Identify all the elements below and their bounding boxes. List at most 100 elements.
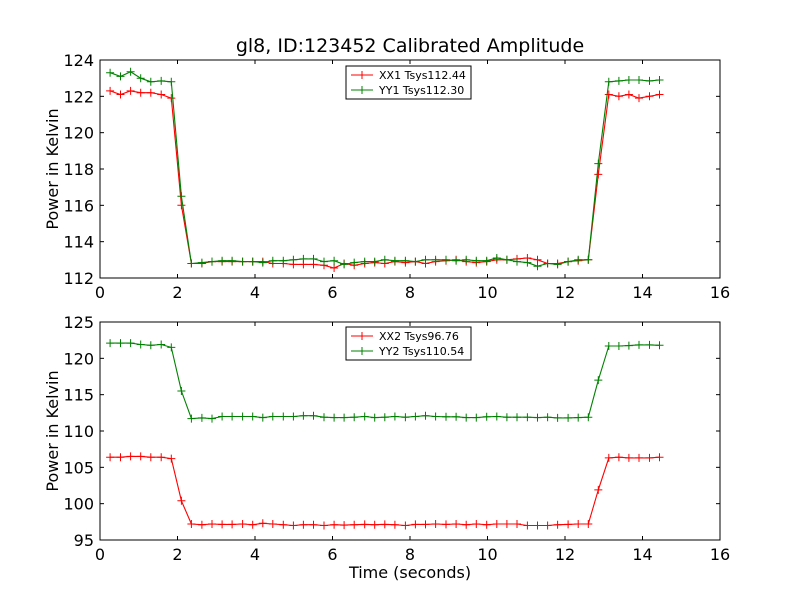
bottom-series-1-point [289, 521, 298, 530]
bottom-series-2-point [248, 412, 257, 421]
top-series-2-point [136, 74, 145, 83]
top-series-1-point [614, 92, 623, 101]
top-x-tick-label: 8 [405, 283, 415, 302]
bottom-legend-label-1: XX2 Tsys96.76 [379, 330, 459, 343]
bottom-series-1-point [157, 453, 166, 462]
top-series-2-point [309, 254, 318, 263]
top-series-2-point [574, 255, 583, 264]
bottom-x-tick-label: 14 [632, 545, 652, 564]
bottom-series-2-point [187, 414, 196, 423]
bottom-series-2-point [299, 411, 308, 420]
bottom-series-2-point [320, 413, 328, 422]
bottom-series-1-point [411, 520, 420, 529]
top-series-2-point [584, 255, 593, 264]
bottom-series-1-point [208, 520, 216, 528]
top-series-2-point [380, 255, 389, 264]
top-series-1-point [126, 86, 135, 95]
bottom-series-1-point [533, 521, 542, 530]
top-legend-label-2: YY1 Tsys112.30 [378, 84, 464, 97]
top-chart-title: gl8, ID:123452 Calibrated Amplitude [236, 35, 584, 57]
top-series-2-point [208, 257, 216, 266]
bottom-series-1-point [136, 452, 145, 461]
top-series-2-point [268, 256, 277, 265]
bottom-series-2-point [513, 413, 521, 422]
top-series-2-point [177, 192, 186, 201]
top-series-2-point [390, 256, 399, 265]
bottom-series-2-point [309, 411, 318, 420]
bottom-y-tick-label: 115 [63, 386, 94, 405]
bottom-series-1-point [187, 520, 196, 528]
top-x-tick-label: 16 [710, 283, 730, 302]
top-series-2-point [645, 76, 654, 85]
top-series-1-point [655, 90, 664, 99]
top-series-2-point [228, 256, 237, 265]
bottom-series-2-point [350, 413, 359, 422]
bottom-series-1-point [472, 520, 481, 528]
bottom-series-1-point [248, 520, 257, 529]
top-series-2-point [492, 254, 501, 262]
bottom-series-2-point [330, 413, 339, 422]
bottom-series-1-point [553, 520, 562, 529]
bottom-series-1-point [401, 521, 410, 530]
bottom-chart-panel: 0 2 4 6 8 10 12 14 16 95 100 105 110 115 120 125 Time (s… [43, 313, 730, 582]
bottom-series-2-point [594, 376, 603, 385]
bottom-series-2-point [655, 341, 664, 350]
top-series-1-point [177, 201, 186, 210]
top-series-2-point [523, 258, 532, 267]
top-series-2-point [614, 76, 623, 85]
top-y-tick-label: 114 [63, 233, 94, 252]
bottom-series-1-point [543, 521, 552, 530]
bottom-x-tick-label: 8 [405, 545, 415, 564]
top-series-1-point [136, 88, 145, 97]
bottom-series-2-point [574, 413, 583, 422]
top-chart-panel: 0 2 4 6 8 10 12 14 16 112 114 116 118 120 122 124 gl8, I… [43, 35, 730, 302]
bottom-series-2-point [218, 412, 227, 421]
bottom-series-2-point [564, 413, 573, 422]
bottom-series-1-point [167, 454, 176, 463]
top-series-2-point [431, 255, 440, 264]
bottom-series-2-point [462, 413, 471, 422]
top-series-2-point [655, 76, 664, 84]
bottom-series-1-point [380, 520, 389, 529]
bottom-x-tick-label: 12 [555, 545, 575, 564]
bottom-series-1-point [218, 520, 227, 529]
bottom-x-tick-label: 6 [327, 545, 337, 564]
top-series-2-point [146, 77, 155, 86]
bottom-series-2-point [584, 413, 593, 422]
bottom-series-2-point [370, 413, 379, 422]
bottom-series-2-point [197, 413, 206, 422]
bottom-series-2-point [380, 413, 389, 422]
bottom-series-1-point [584, 520, 593, 528]
bottom-series-2-point [268, 412, 277, 421]
top-series-2-point [502, 255, 511, 264]
top-series-2-point [604, 77, 613, 86]
bottom-series-1-point [452, 520, 461, 528]
bottom-series-2-point [411, 412, 420, 421]
bottom-series-1-point [177, 496, 186, 505]
top-series-2-point [238, 257, 247, 266]
top-series-2-point [442, 255, 450, 264]
bottom-series-1-point [574, 520, 583, 528]
top-series-2-point [330, 256, 339, 265]
bottom-series-2-point [289, 412, 298, 421]
bottom-y-axis-label: Power in Kelvin [43, 370, 62, 491]
top-series-2-point [624, 76, 633, 84]
bottom-series-1-point [482, 520, 491, 529]
top-series-2-point [350, 258, 359, 267]
top-x-tick-label: 0 [95, 283, 105, 302]
top-series-2-point [116, 72, 125, 81]
top-series-2-point [370, 257, 379, 266]
bottom-series-2-point [421, 411, 430, 420]
bottom-series-2-point [208, 414, 216, 423]
bottom-series-2-point [390, 412, 399, 421]
bottom-series-2-point [116, 339, 125, 348]
top-x-tick-label: 6 [327, 283, 337, 302]
bottom-y-tick-label: 105 [63, 458, 94, 477]
bottom-series-1-point [106, 453, 115, 462]
bottom-series-1-point [442, 520, 450, 529]
bottom-series-2-point [167, 343, 176, 352]
bottom-series-2-point [492, 412, 501, 421]
bottom-series-1-point [330, 520, 339, 529]
bottom-y-tick-label: 110 [63, 422, 94, 441]
